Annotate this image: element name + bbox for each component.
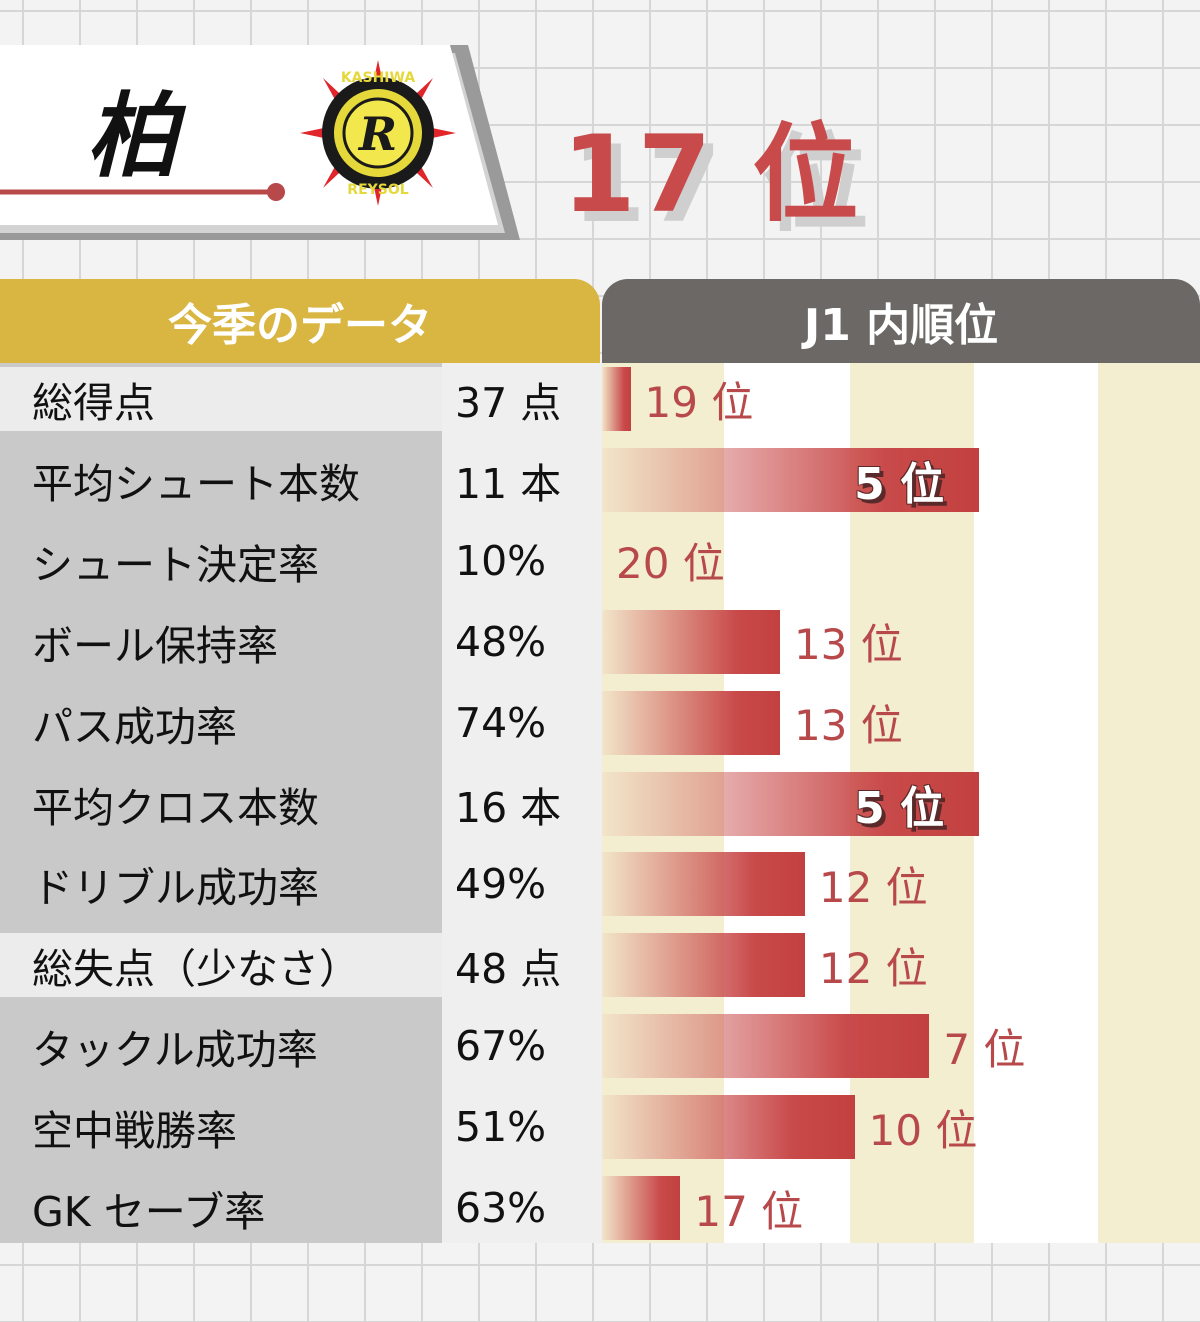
stat-label: シュート決定率 — [32, 540, 319, 589]
emblem-top-text: KASHIWA — [341, 70, 416, 86]
rank-label: 12 位 — [818, 943, 928, 993]
stat-value: 51% — [455, 1103, 547, 1152]
emblem-bottom-text: REYSOL — [347, 182, 408, 198]
rank-bar — [602, 771, 980, 836]
stat-value: 67% — [455, 1022, 547, 1071]
stat-value: 10% — [455, 536, 547, 585]
stat-value: 63% — [455, 1184, 547, 1232]
stat-value: 74% — [455, 698, 547, 747]
stat-label: タックル成功率 — [32, 1026, 318, 1075]
rank-label: 10 位 — [868, 1105, 978, 1155]
rank-label: 5 位 — [854, 458, 945, 510]
stat-value: 49% — [455, 860, 547, 909]
stat-label: ドリブル成功率 — [32, 864, 319, 913]
stat-label: ボール保持率 — [32, 621, 278, 670]
rank-label: 13 位 — [793, 701, 903, 751]
stat-label: 平均シュート本数 — [32, 459, 360, 508]
team-name: 柏 — [86, 83, 178, 190]
rank-label: 12 位 — [818, 862, 928, 912]
stat-label: 総得点 — [0, 367, 442, 431]
stat-label-column — [0, 363, 442, 1243]
rank-label: 20 位 — [616, 539, 725, 589]
rank-bar — [602, 1014, 930, 1079]
rank-label: 19 位 — [644, 377, 754, 427]
stat-label: 平均クロス本数 — [32, 783, 319, 832]
league-rank-header: J1 内順位 — [602, 279, 1200, 363]
stat-value: 37 点 — [455, 379, 562, 427]
rank-bar — [602, 447, 980, 512]
stat-value: 48% — [455, 617, 547, 666]
stat-value-column — [442, 363, 602, 1243]
team-emblem: KASHIWA REYSOL R — [298, 58, 458, 208]
stat-label: 空中戦勝率 — [32, 1107, 237, 1156]
overall-rank: 17 位 — [562, 113, 861, 236]
rank-bar — [602, 367, 631, 431]
rank-bar — [602, 933, 805, 998]
plot-band — [1098, 363, 1200, 1243]
rank-bar-plot: 19 位 5 位 20 位 13 位 13 位 5 位 12 位 12 位 7 位 10 位 17 … — [602, 363, 1200, 1243]
rank-bar — [602, 1176, 681, 1240]
rank-label: 13 位 — [793, 620, 903, 670]
rank-label: 17 位 — [694, 1186, 804, 1236]
rank-label: 7 位 — [943, 1024, 1026, 1074]
rank-bar — [602, 609, 780, 674]
emblem-letter: R — [357, 107, 397, 161]
rank-bar — [602, 1095, 855, 1160]
stat-value: 48 点 — [455, 945, 562, 994]
rank-bar — [602, 690, 780, 755]
stat-value: 11 本 — [455, 459, 562, 508]
rank-label: 5 位 — [854, 782, 945, 834]
season-data-header: 今季のデータ — [0, 279, 600, 363]
rank-bar — [602, 852, 805, 917]
stat-value: 16 本 — [455, 783, 562, 832]
stat-label: 総失点（少なさ） — [0, 933, 442, 998]
stat-label: GK セーブ率 — [32, 1188, 266, 1236]
stat-label: パス成功率 — [32, 702, 237, 751]
